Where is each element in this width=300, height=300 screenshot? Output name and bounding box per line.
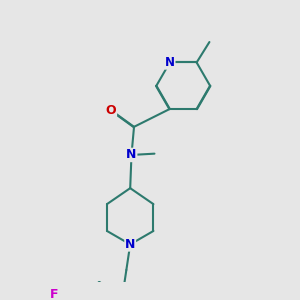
Text: F: F (50, 288, 58, 300)
Text: N: N (165, 56, 175, 69)
Text: O: O (106, 104, 116, 117)
Text: N: N (125, 238, 135, 251)
Text: N: N (126, 148, 137, 161)
